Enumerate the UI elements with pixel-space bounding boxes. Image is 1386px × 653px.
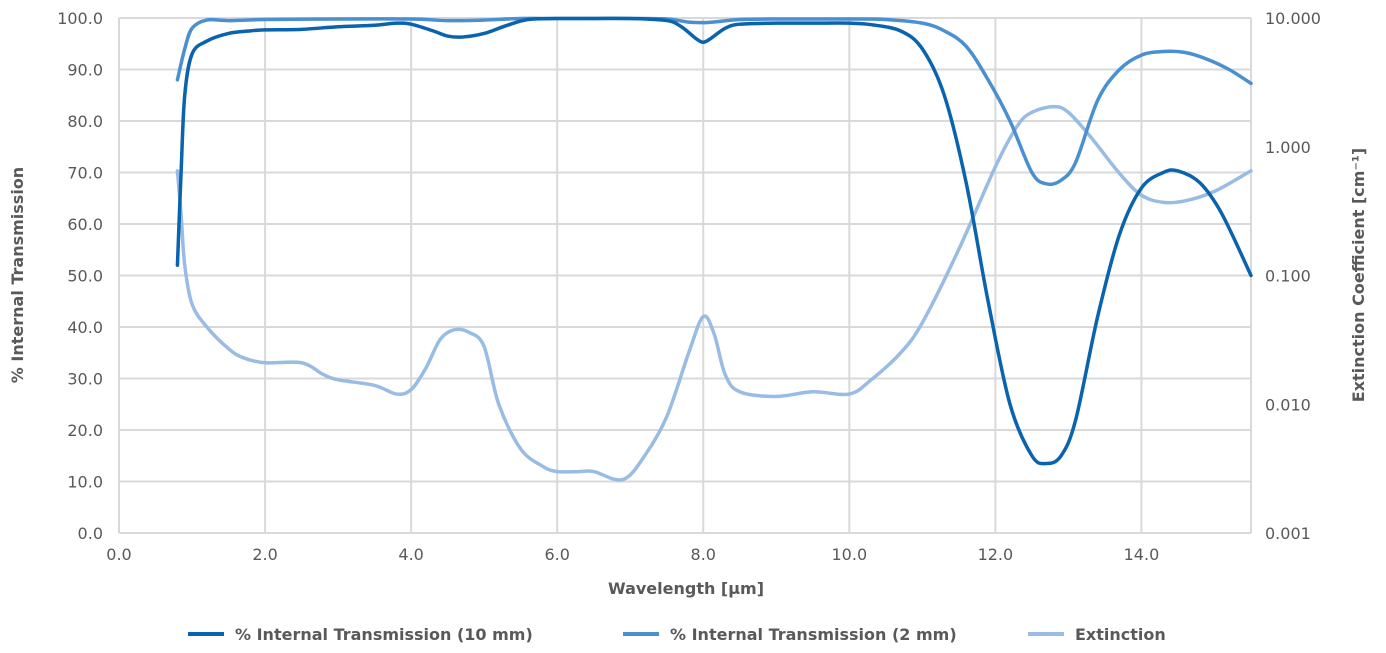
y2-axis-ticks: 0.001 0.010 0.100 1.000 10.000 <box>1265 9 1321 543</box>
x-axis-title: Wavelength [µm] <box>608 579 764 598</box>
y-tick-label: 80.0 <box>67 112 103 131</box>
x-tick-label: 14.0 <box>1124 545 1160 564</box>
grid <box>118 17 1252 534</box>
legend-label: % Internal Transmission (2 mm) <box>670 625 957 644</box>
y-tick-label: 0.0 <box>78 524 103 543</box>
series-lines <box>175 16 1253 482</box>
x-tick-label: 0.0 <box>106 545 131 564</box>
y-axis-title: % Internal Transmission <box>8 167 27 383</box>
y-tick-label: 50.0 <box>67 267 103 286</box>
series-line-3 <box>175 104 1253 482</box>
x-tick-label: 10.0 <box>832 545 868 564</box>
y-tick-label: 10.0 <box>67 473 103 492</box>
x-tick-label: 12.0 <box>978 545 1014 564</box>
y-tick-label: 20.0 <box>67 421 103 440</box>
y-tick-label: 40.0 <box>67 318 103 337</box>
y-tick-label: 90.0 <box>67 61 103 80</box>
y-axis-ticks: 0.0 10.0 20.0 30.0 40.0 50.0 60.0 70.0 80.0 90.0 1… <box>57 9 103 543</box>
y-tick-label: 100.0 <box>57 9 103 28</box>
y2-axis-title: Extinction Coefficient [cm⁻¹] <box>1349 148 1368 402</box>
legend-label: Extinction <box>1075 625 1166 644</box>
y2-tick-label: 0.010 <box>1265 395 1311 414</box>
y2-tick-label: 0.100 <box>1265 267 1311 286</box>
y2-tick-label: 10.000 <box>1265 9 1321 28</box>
y2-tick-label: 0.001 <box>1265 524 1311 543</box>
series-line-1 <box>175 16 1253 466</box>
x-tick-label: 8.0 <box>691 545 716 564</box>
y-tick-label: 60.0 <box>67 215 103 234</box>
y-tick-label: 70.0 <box>67 164 103 183</box>
x-axis-ticks: 0.0 2.0 4.0 6.0 8.0 10.0 12.0 14.0 <box>106 545 1159 564</box>
legend-label: % Internal Transmission (10 mm) <box>235 625 533 644</box>
series-line-2 <box>175 16 1253 187</box>
y2-tick-label: 1.000 <box>1265 138 1311 157</box>
x-tick-label: 2.0 <box>252 545 277 564</box>
legend: % Internal Transmission (10 mm) % Interna… <box>188 625 1166 644</box>
x-tick-label: 4.0 <box>398 545 423 564</box>
y-tick-label: 30.0 <box>67 370 103 389</box>
x-tick-label: 6.0 <box>544 545 569 564</box>
